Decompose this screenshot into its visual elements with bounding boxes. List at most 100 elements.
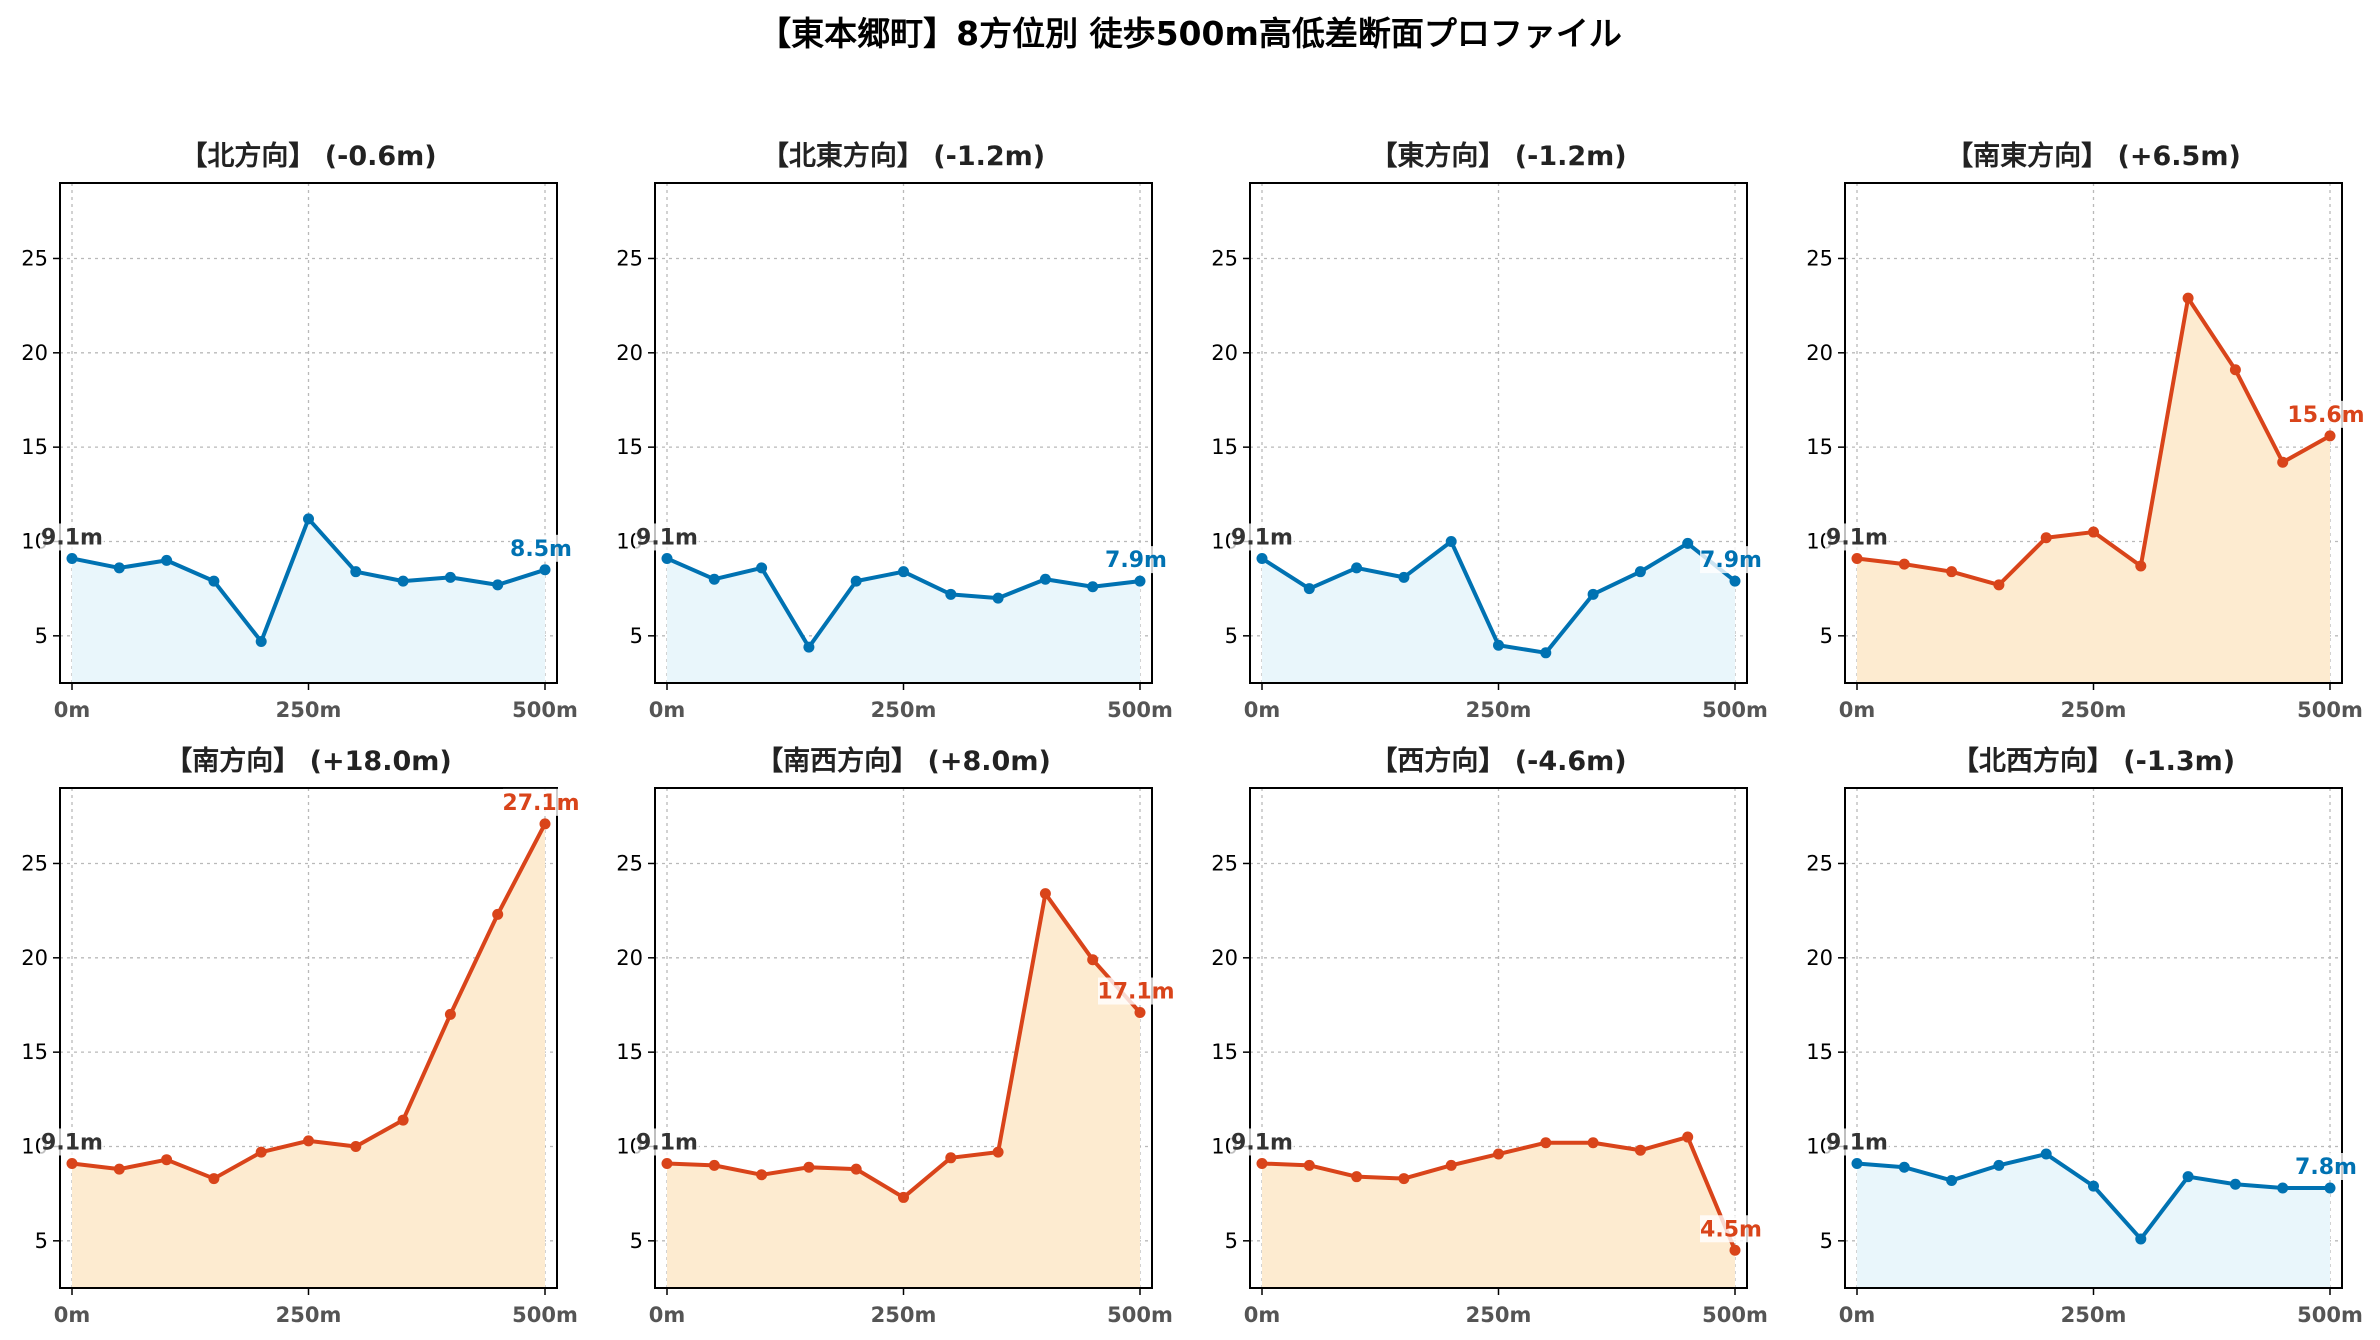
elevation-point bbox=[1134, 1007, 1146, 1019]
elevation-point bbox=[1851, 552, 1863, 564]
start-label-bg bbox=[40, 1128, 104, 1156]
x-tick-label: 250m bbox=[871, 698, 937, 722]
y-tick-label: 25 bbox=[616, 851, 643, 875]
elevation-point bbox=[255, 1146, 267, 1158]
y-tick-label: 25 bbox=[1806, 246, 1833, 270]
x-tick-label: 500m bbox=[1107, 698, 1173, 722]
end-label-bg bbox=[2295, 1153, 2357, 1180]
elevation-point bbox=[898, 566, 909, 578]
y-tick-label: 5 bbox=[630, 1229, 643, 1253]
panel-title: 【北東方向】 (-1.2m) bbox=[762, 140, 1045, 172]
elevation-point bbox=[2229, 1178, 2241, 1190]
end-elevation-label: 27.1m bbox=[502, 791, 579, 816]
elevation-point bbox=[66, 1157, 78, 1169]
elevation-point bbox=[397, 575, 409, 587]
elevation-point bbox=[492, 908, 504, 920]
elevation-point bbox=[2229, 364, 2241, 376]
elevation-point bbox=[945, 1152, 957, 1164]
elevation-point bbox=[756, 1169, 768, 1181]
elevation-point bbox=[161, 1154, 173, 1166]
y-tick-label: 5 bbox=[35, 1229, 48, 1253]
x-tick-label: 500m bbox=[1107, 1303, 1173, 1327]
x-tick-label: 0m bbox=[54, 1303, 91, 1327]
start-elevation-label: 9.1m bbox=[1231, 525, 1293, 550]
elevation-point bbox=[1634, 566, 1646, 578]
elevation-point bbox=[1898, 558, 1910, 570]
elevation-point bbox=[1256, 552, 1268, 564]
y-tick-label: 5 bbox=[1225, 1229, 1238, 1253]
end-elevation-label: 7.9m bbox=[1700, 548, 1762, 573]
y-tick-label: 15 bbox=[616, 435, 643, 459]
x-tick-label: 0m bbox=[1244, 698, 1281, 722]
elevation-point bbox=[1134, 575, 1146, 587]
elevation-point bbox=[1540, 1137, 1552, 1149]
elevation-point bbox=[1445, 1159, 1457, 1171]
y-tick-label: 5 bbox=[630, 624, 643, 648]
x-tick-label: 250m bbox=[2061, 698, 2127, 722]
panel-title: 【北西方向】 (-1.3m) bbox=[1952, 745, 2235, 777]
y-tick-label: 25 bbox=[21, 851, 48, 875]
elevation-point bbox=[1729, 575, 1741, 587]
y-tick-label: 5 bbox=[35, 624, 48, 648]
x-tick-label: 250m bbox=[1466, 1303, 1532, 1327]
elevation-point bbox=[539, 818, 551, 830]
elevation-point bbox=[898, 1191, 909, 1203]
x-tick-label: 250m bbox=[276, 698, 342, 722]
panel-title: 【西方向】 (-4.6m) bbox=[1370, 745, 1626, 777]
elevation-point bbox=[66, 552, 78, 564]
elevation-point bbox=[1493, 1148, 1504, 1160]
elevation-area bbox=[72, 823, 545, 1288]
elevation-point bbox=[1898, 1161, 1910, 1173]
elevation-point bbox=[1493, 639, 1504, 651]
elevation-point bbox=[1303, 583, 1315, 595]
elevation-point bbox=[1993, 1159, 2005, 1171]
start-label-bg bbox=[635, 523, 699, 551]
y-tick-label: 5 bbox=[1820, 1229, 1833, 1253]
y-tick-label: 15 bbox=[21, 1040, 48, 1064]
panel-title: 【南方向】 (+18.0m) bbox=[165, 745, 451, 777]
end-label-bg bbox=[2288, 400, 2364, 428]
elevation-point bbox=[1303, 1159, 1315, 1171]
elevation-point bbox=[1087, 581, 1099, 593]
x-tick-label: 250m bbox=[871, 1303, 937, 1327]
panel-title: 【南西方向】 (+8.0m) bbox=[756, 745, 1051, 777]
elevation-point bbox=[539, 564, 551, 576]
elevation-point bbox=[161, 554, 173, 566]
elevation-point bbox=[708, 573, 720, 585]
elevation-point bbox=[2324, 1182, 2336, 1194]
elevation-point bbox=[661, 552, 673, 564]
x-tick-label: 500m bbox=[1702, 1303, 1768, 1327]
elevation-point bbox=[850, 1163, 862, 1175]
elevation-point bbox=[1540, 647, 1552, 659]
elevation-point bbox=[2277, 456, 2289, 468]
x-tick-label: 500m bbox=[1702, 698, 1768, 722]
end-elevation-label: 7.9m bbox=[1105, 548, 1167, 573]
start-elevation-label: 9.1m bbox=[636, 1130, 698, 1155]
elevation-point bbox=[1851, 1157, 1863, 1169]
elevation-point bbox=[1039, 888, 1051, 900]
elevation-area bbox=[72, 518, 545, 683]
elevation-point bbox=[113, 562, 125, 574]
elevation-point bbox=[1351, 562, 1363, 574]
elevation-point bbox=[850, 575, 862, 587]
end-elevation-label: 8.5m bbox=[510, 537, 572, 562]
elevation-point bbox=[1634, 1144, 1646, 1156]
panel-title: 【東方向】 (-1.2m) bbox=[1370, 140, 1626, 172]
start-elevation-label: 9.1m bbox=[636, 525, 698, 550]
elevation-point bbox=[2088, 526, 2099, 538]
elevation-point bbox=[2182, 292, 2194, 304]
elevation-point bbox=[992, 592, 1004, 604]
elevation-point bbox=[1087, 954, 1099, 966]
start-elevation-label: 9.1m bbox=[41, 525, 103, 550]
elevation-point bbox=[492, 579, 504, 591]
elevation-point bbox=[303, 1135, 314, 1147]
end-elevation-label: 17.1m bbox=[1097, 980, 1174, 1005]
y-tick-label: 20 bbox=[1211, 341, 1238, 365]
start-label-bg bbox=[1230, 523, 1294, 551]
elevation-point bbox=[1398, 571, 1410, 583]
x-tick-label: 250m bbox=[1466, 698, 1532, 722]
